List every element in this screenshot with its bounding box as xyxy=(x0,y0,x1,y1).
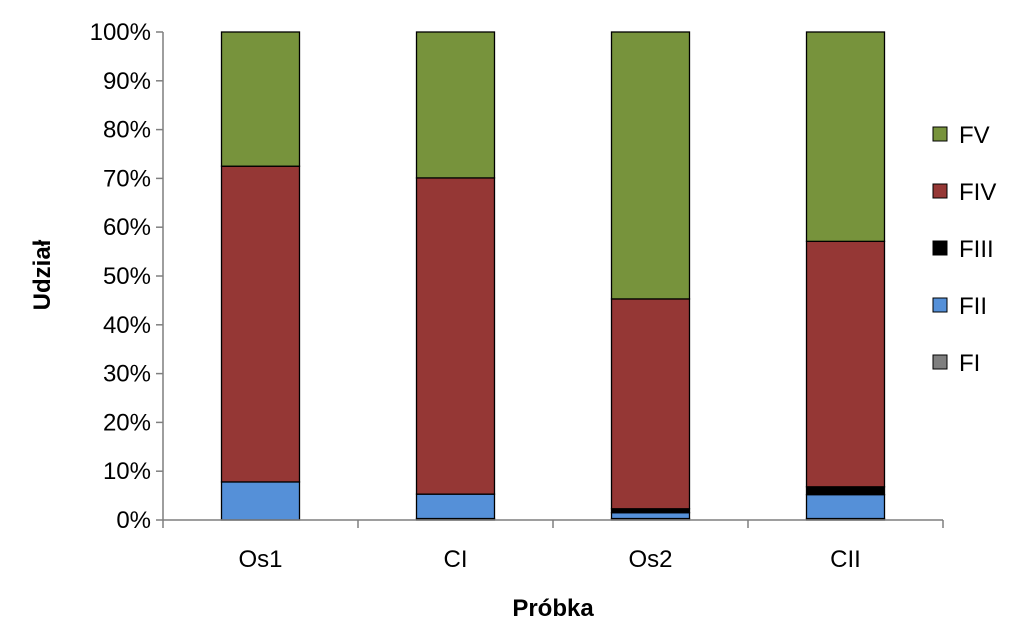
y-tick-label: 70% xyxy=(103,165,151,192)
bar-segment-fii-cii xyxy=(805,493,886,520)
x-tick-label-cii: CII xyxy=(830,546,861,573)
x-axis-title: Próbka xyxy=(512,595,594,622)
x-tick-label-ci: CI xyxy=(444,546,468,573)
legend-label-fv: FV xyxy=(959,122,990,149)
x-tick-label-os2: Os2 xyxy=(628,546,672,573)
bar-segment-fii-os1 xyxy=(220,481,301,521)
y-tick-label: 20% xyxy=(103,409,151,436)
legend-label-fiv: FIV xyxy=(959,179,996,206)
bar-segment-fv-ci xyxy=(415,31,496,179)
bar-segment-fii-os2 xyxy=(610,512,691,520)
bar-segment-fv-os2 xyxy=(610,31,691,300)
y-tick-label: 90% xyxy=(103,68,151,95)
legend: FV FIV FIII FII FI xyxy=(932,122,996,377)
bar-segment-fiv-os1 xyxy=(220,165,301,483)
y-tick-label: 0% xyxy=(116,507,151,534)
axes-layer: 0% 10% 20% 30% 40% 50% 60% 70% 80% 90% 100% Os1 CI Os… xyxy=(90,19,944,573)
x-tick-label-os1: Os1 xyxy=(238,546,282,573)
y-tick-label: 10% xyxy=(103,458,151,485)
legend-swatch-fiii xyxy=(932,240,948,256)
y-tick-label: 100% xyxy=(90,19,151,46)
bar-segment-fiv-os2 xyxy=(610,298,691,510)
bar-segment-fiv-cii xyxy=(805,240,886,488)
bar-segment-fii-ci xyxy=(415,493,496,520)
y-tick-label: 40% xyxy=(103,312,151,339)
bars-layer xyxy=(220,31,886,521)
bar-segment-fiv-ci xyxy=(415,177,496,495)
legend-swatch-fii xyxy=(932,297,948,313)
y-tick-label: 60% xyxy=(103,214,151,241)
legend-swatch-fi xyxy=(932,354,948,370)
bar-segment-fv-cii xyxy=(805,31,886,243)
legend-label-fii: FII xyxy=(959,293,987,320)
y-tick-label: 50% xyxy=(103,263,151,290)
legend-label-fi: FI xyxy=(959,350,980,377)
legend-swatch-fv xyxy=(932,126,948,142)
legend-swatch-fiv xyxy=(932,183,948,199)
y-tick-label: 30% xyxy=(103,361,151,388)
y-tick-label: 80% xyxy=(103,117,151,144)
y-axis-title: Udział xyxy=(29,239,56,310)
bar-segment-fv-os1 xyxy=(220,31,301,167)
legend-label-fiii: FIII xyxy=(959,236,994,263)
bar-segment-fiii-cii xyxy=(805,486,886,496)
